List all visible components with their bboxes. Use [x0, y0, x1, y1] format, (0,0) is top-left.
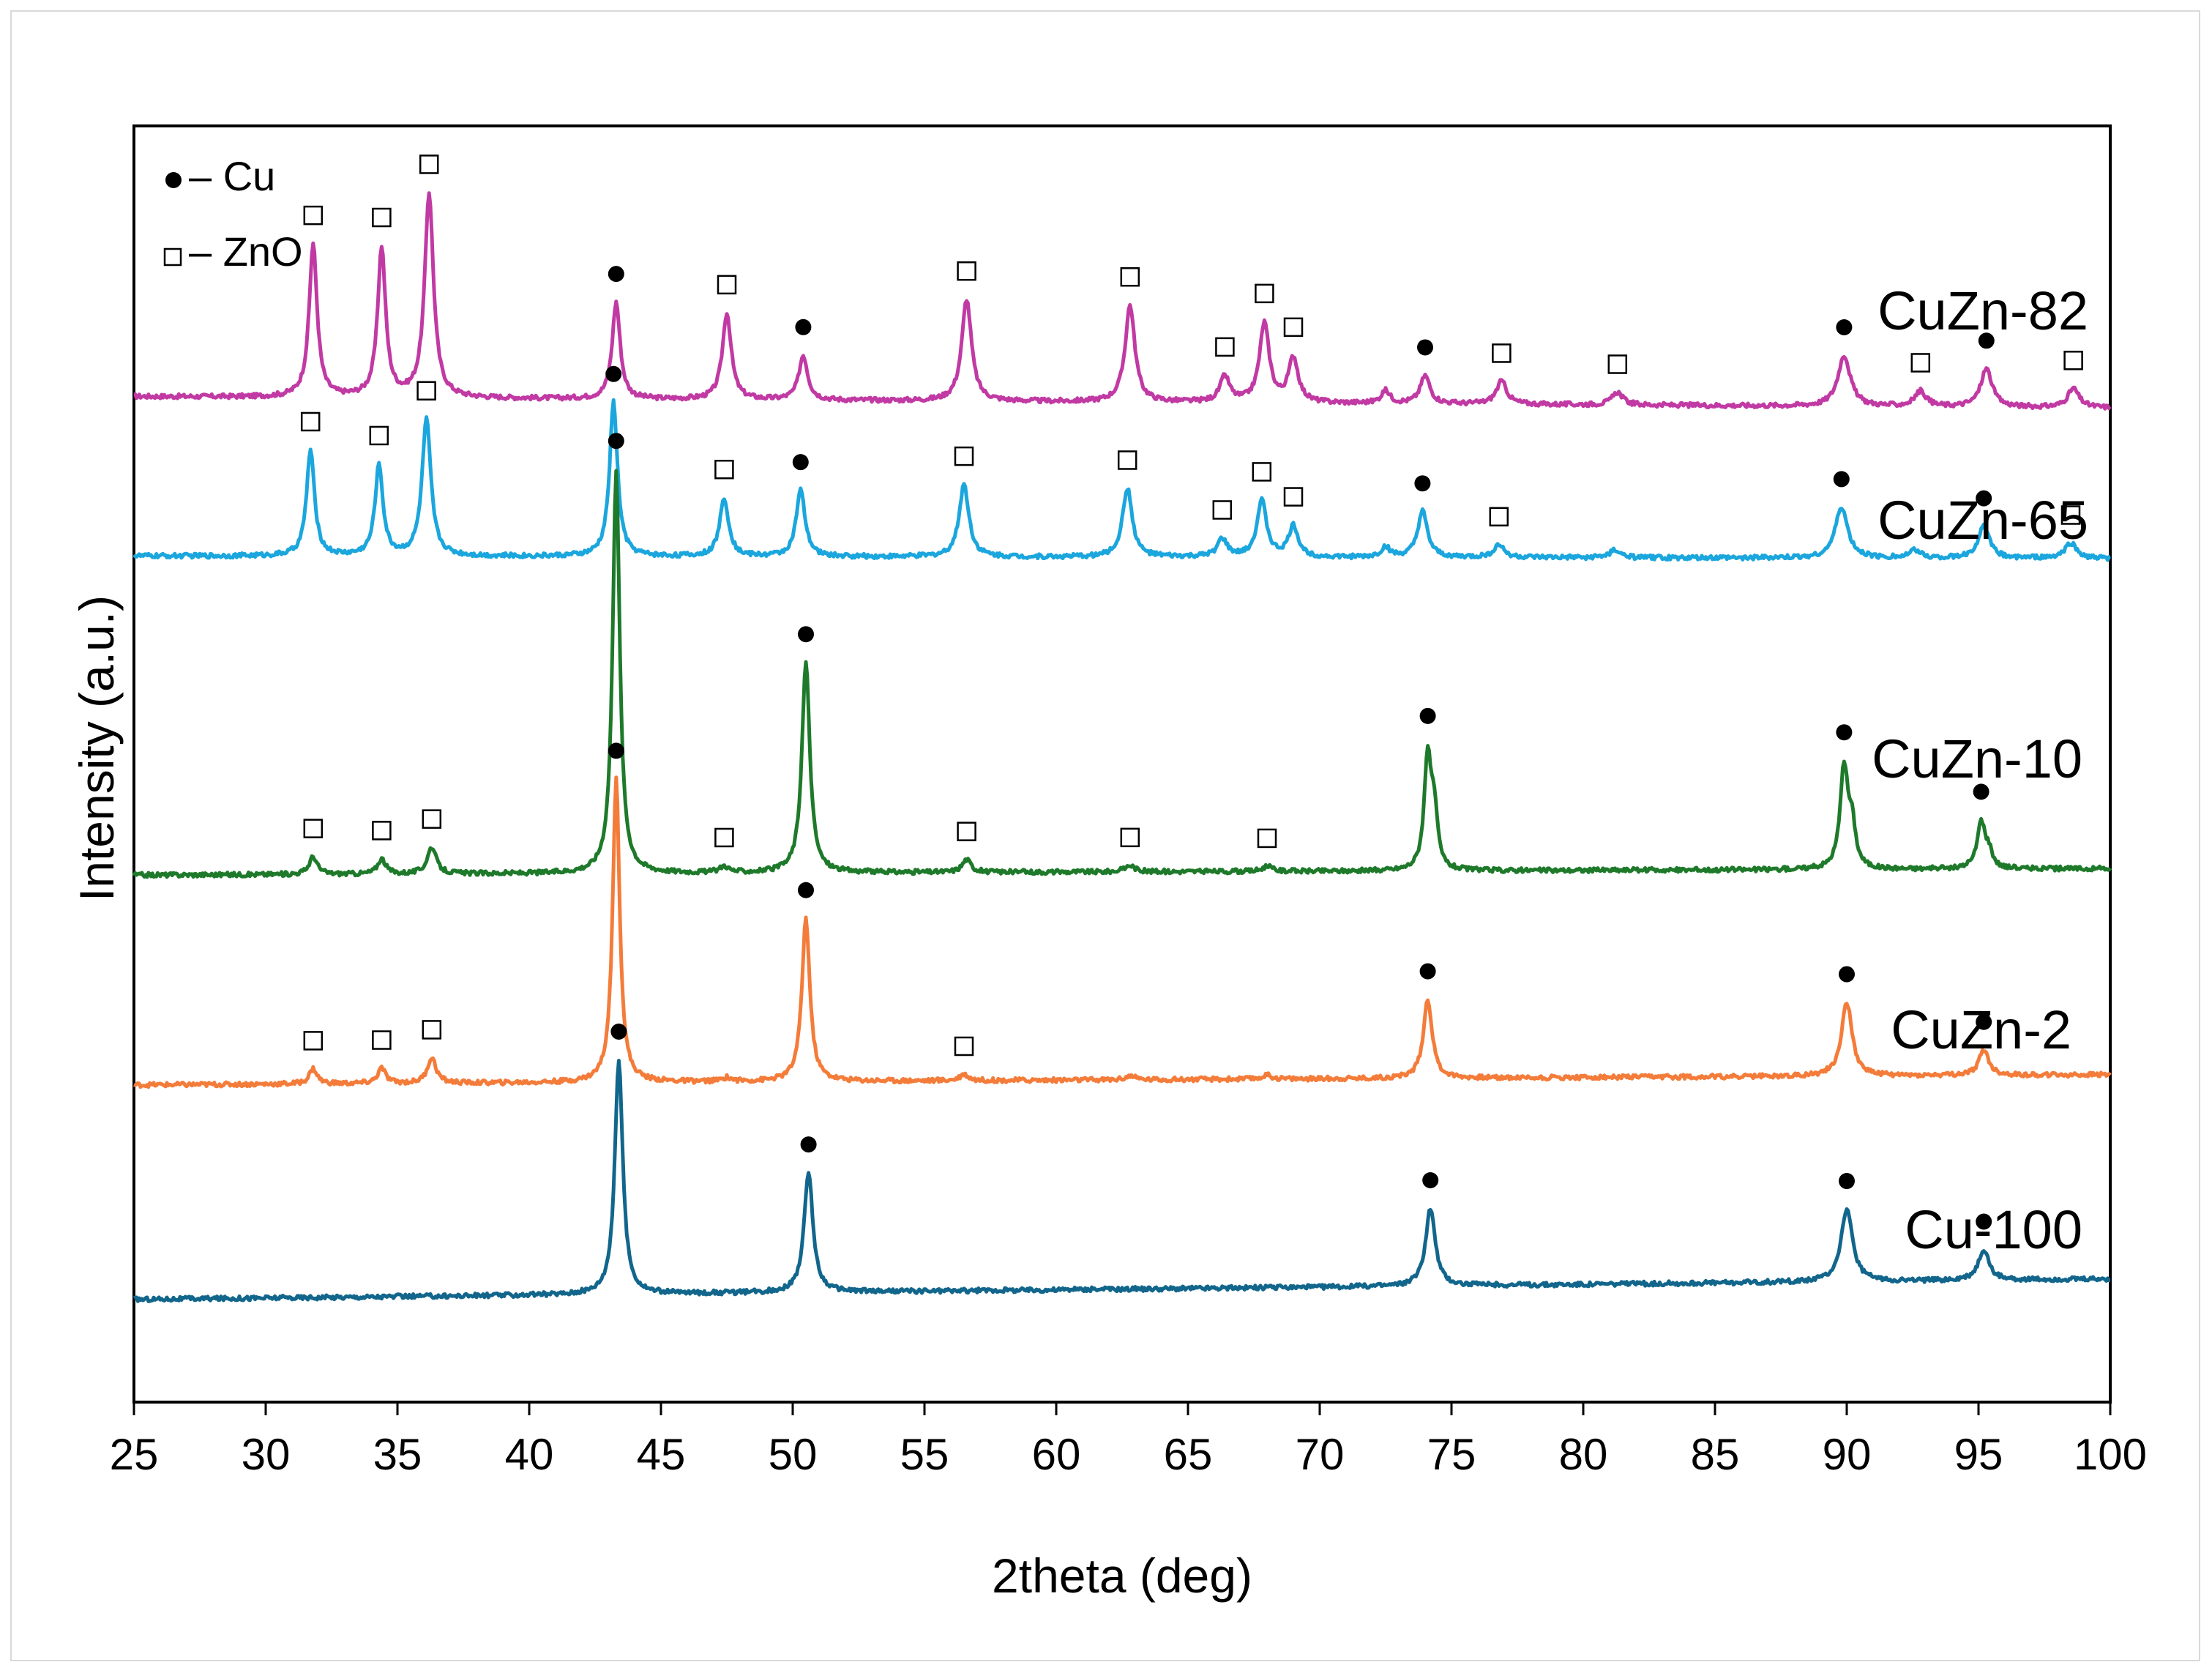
cu-peak-marker	[608, 433, 624, 450]
x-tick-label: 45	[637, 1430, 686, 1479]
cu-peak-marker	[1417, 339, 1433, 356]
cu-peak-marker	[608, 266, 624, 283]
x-tick-label: 50	[769, 1430, 818, 1479]
cu-peak-marker	[1976, 1013, 1992, 1030]
x-axis-ticks: 25 30 35 40 45 50 55 60 65 70 75 80 85 90 95 100	[110, 1402, 2147, 1479]
zno-peak-marker	[1257, 828, 1277, 849]
zno-peak-marker	[372, 821, 392, 841]
x-tick-label: 100	[2074, 1430, 2147, 1479]
zno-peak-marker	[422, 809, 442, 829]
zno-peak-marker	[1120, 827, 1140, 848]
zno-peak-marker	[1910, 353, 1931, 373]
x-tick-label: 40	[505, 1430, 554, 1479]
x-tick-label: 85	[1691, 1430, 1740, 1479]
zno-peak-marker	[300, 411, 321, 432]
x-tick-label: 95	[1954, 1430, 2003, 1479]
x-tick-label: 55	[900, 1430, 949, 1479]
curve-cu-100	[132, 1059, 2111, 1303]
cu-peak-marker	[1976, 1213, 1992, 1230]
zno-peak-marker	[2060, 505, 2081, 525]
zno-peak-marker	[419, 154, 439, 174]
cu-peak-marker	[1836, 318, 1853, 335]
series-label: CuZn-2	[1891, 999, 2071, 1060]
peak-markers	[300, 154, 2083, 1230]
x-tick-label: 30	[242, 1430, 291, 1479]
zno-peak-marker	[954, 446, 974, 466]
zno-peak-marker	[714, 459, 734, 480]
cu-peak-marker	[605, 365, 622, 382]
zno-peak-marker	[1489, 507, 1509, 527]
zno-peak-marker	[422, 1020, 442, 1040]
cu-peak-marker	[1419, 707, 1436, 724]
series-label: Cu-100	[1905, 1199, 2082, 1260]
cu-peak-marker	[608, 742, 624, 759]
zno-peak-marker	[372, 1030, 392, 1050]
curve-cuzn-82	[133, 191, 2112, 411]
y-axis-title: Intensity (a.u.)	[70, 595, 124, 901]
x-tick-label: 80	[1559, 1430, 1608, 1479]
cu-peak-marker	[1976, 490, 1992, 507]
zno-peak-marker	[954, 1036, 974, 1057]
zno-peak-marker	[957, 821, 976, 841]
series-label: CuZn-65	[1877, 490, 2088, 551]
zno-peak-marker	[1255, 283, 1274, 304]
curve-cuzn-10	[132, 469, 2112, 879]
diffraction-curves	[132, 191, 2112, 1303]
cu-peak-marker	[1833, 471, 1850, 488]
x-tick-label: 35	[373, 1430, 422, 1479]
zno-peak-marker	[1252, 462, 1272, 482]
zno-peak-marker	[1492, 343, 1512, 363]
cu-peak-marker	[792, 454, 809, 471]
series-label: CuZn-10	[1872, 729, 2082, 789]
cu-peak-marker	[1419, 963, 1436, 980]
cu-peak-marker	[610, 1023, 627, 1040]
x-tick-label: 90	[1823, 1430, 1872, 1479]
zno-peak-marker	[717, 275, 737, 295]
curve-cuzn-2	[132, 775, 2112, 1089]
cu-peak-marker	[1836, 724, 1853, 741]
legend-cu-label: – Cu	[189, 153, 275, 199]
zno-peak-marker	[303, 819, 324, 838]
x-tick-label: 70	[1296, 1430, 1345, 1479]
x-tick-label: 75	[1427, 1430, 1476, 1479]
zno-peak-marker	[303, 205, 324, 226]
zno-peak-marker	[369, 425, 389, 446]
zno-peak-marker	[1120, 267, 1140, 287]
x-tick-label: 60	[1032, 1430, 1081, 1479]
cu-peak-marker	[1422, 1172, 1439, 1189]
cu-peak-marker	[1978, 332, 1995, 349]
zno-peak-marker	[2063, 351, 2083, 370]
series-label: CuZn-82	[1877, 280, 2088, 341]
legend-zno-marker	[163, 247, 182, 267]
cu-peak-marker	[795, 318, 812, 335]
zno-peak-marker	[1215, 337, 1235, 357]
zno-peak-marker	[303, 1031, 324, 1051]
zno-peak-marker	[416, 381, 436, 400]
zno-peak-marker	[1607, 354, 1628, 374]
cu-peak-marker	[1839, 966, 1855, 983]
zno-peak-marker	[1283, 487, 1304, 507]
x-tick-label: 25	[110, 1430, 159, 1479]
zno-peak-marker	[1283, 317, 1304, 338]
legend-zno-label: – ZnO	[189, 228, 303, 275]
cu-peak-marker	[800, 1136, 817, 1153]
zno-peak-marker	[957, 261, 976, 281]
legend: – Cu – ZnO	[163, 153, 303, 275]
legend-cu-marker	[165, 172, 182, 188]
zno-peak-marker	[714, 827, 734, 848]
zno-peak-marker	[372, 207, 392, 228]
curve-cuzn-65	[132, 398, 2111, 562]
cu-peak-marker	[798, 882, 814, 898]
series-labels: CuZn-82 CuZn-65 CuZn-10 CuZn-2 Cu-100	[1872, 280, 2088, 1260]
cu-peak-marker	[1839, 1173, 1855, 1190]
zno-peak-marker	[1117, 450, 1137, 470]
x-axis-title: 2theta (deg)	[992, 1549, 1252, 1603]
cu-peak-marker	[1973, 783, 1989, 800]
zno-peak-marker	[1212, 500, 1233, 520]
x-tick-label: 65	[1164, 1430, 1213, 1479]
cu-peak-marker	[798, 626, 814, 643]
cu-peak-marker	[1414, 475, 1431, 492]
plot-area-border	[132, 124, 2112, 1404]
